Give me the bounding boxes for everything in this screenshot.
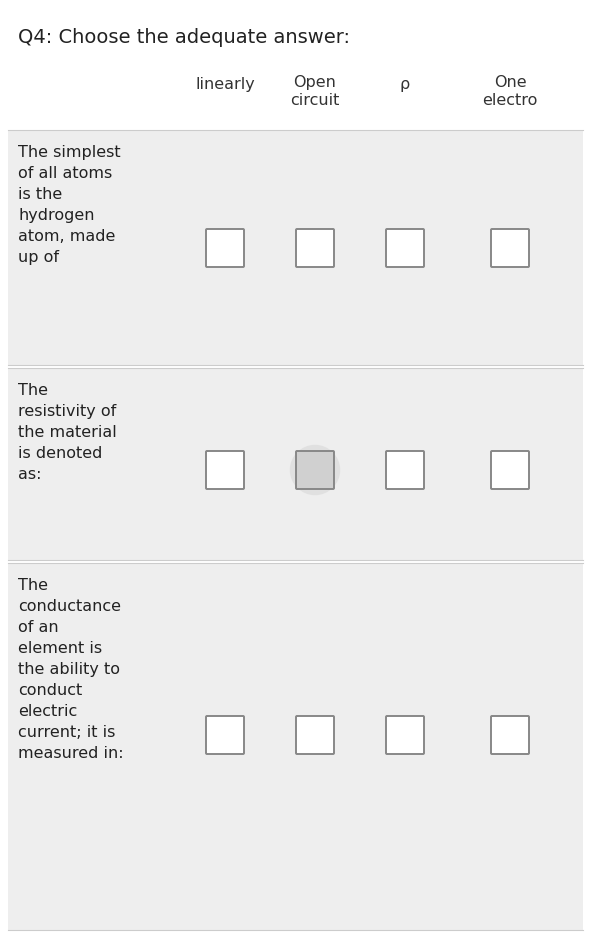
- FancyBboxPatch shape: [386, 451, 424, 489]
- Text: electro: electro: [482, 93, 538, 108]
- FancyBboxPatch shape: [206, 451, 244, 489]
- FancyBboxPatch shape: [206, 716, 244, 754]
- Text: ρ: ρ: [400, 76, 410, 91]
- FancyBboxPatch shape: [386, 229, 424, 267]
- Text: The
resistivity of
the material
is denoted
as:: The resistivity of the material is denot…: [18, 383, 117, 482]
- FancyBboxPatch shape: [296, 229, 334, 267]
- Text: One: One: [493, 75, 527, 90]
- Circle shape: [290, 445, 340, 495]
- Bar: [8, 130, 583, 365]
- Text: The simplest
of all atoms
is the
hydrogen
atom, made
up of: The simplest of all atoms is the hydroge…: [18, 145, 121, 265]
- FancyBboxPatch shape: [296, 716, 334, 754]
- Text: Q4: Choose the adequate answer:: Q4: Choose the adequate answer:: [18, 28, 350, 47]
- Bar: [8, 368, 583, 560]
- FancyBboxPatch shape: [491, 451, 529, 489]
- FancyBboxPatch shape: [491, 229, 529, 267]
- Text: The
conductance
of an
element is
the ability to
conduct
electric
current; it is
: The conductance of an element is the abi…: [18, 578, 124, 761]
- Text: linearly: linearly: [195, 76, 255, 91]
- Bar: [8, 563, 583, 930]
- Text: Open: Open: [294, 75, 336, 90]
- Text: circuit: circuit: [290, 93, 340, 108]
- FancyBboxPatch shape: [296, 451, 334, 489]
- FancyBboxPatch shape: [386, 716, 424, 754]
- FancyBboxPatch shape: [491, 716, 529, 754]
- FancyBboxPatch shape: [206, 229, 244, 267]
